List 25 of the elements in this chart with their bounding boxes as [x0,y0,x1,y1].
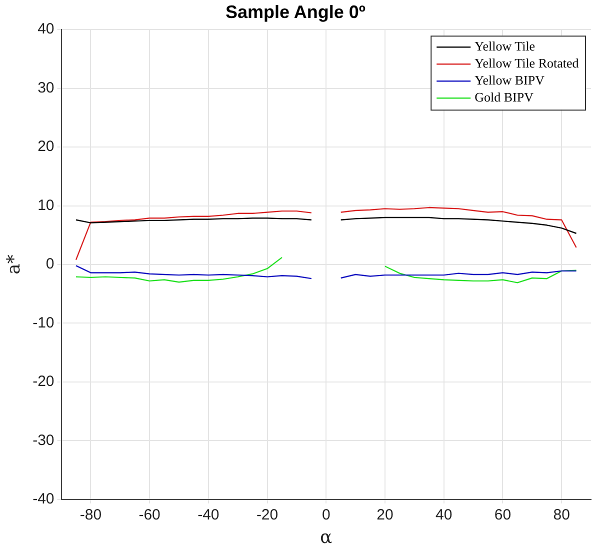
y-tick-label: -30 [32,432,54,449]
x-axis-title: α [320,526,332,548]
x-tick-label: -20 [256,506,278,524]
y-tick-label: -40 [32,490,54,508]
x-tick-label: -40 [198,506,220,524]
y-tick-label: 10 [38,196,54,214]
legend-label: Yellow Tile [474,38,536,54]
legend-label: Yellow BIPV [474,72,546,88]
x-tick-label: -80 [80,506,102,524]
y-axis-title: a* [3,254,24,274]
y-tick-label: 40 [38,20,54,38]
x-tick-label: 20 [376,506,394,524]
y-tick-label: 20 [38,138,54,156]
x-tick-label: 60 [494,506,512,524]
y-tick-label: 30 [38,79,54,96]
legend-label: Yellow Tile Rotated [474,56,580,71]
x-tick-label: 80 [553,506,570,524]
y-tick-label: -10 [32,314,54,332]
chart-title: Sample Angle 0º [226,2,366,22]
x-tick-label: 40 [436,506,452,524]
x-tick-label: 0 [322,506,330,524]
x-tick-label: -60 [138,506,160,524]
legend-label: Gold BIPV [474,90,534,105]
y-tick-label: 0 [46,256,54,273]
y-tick-label: -20 [32,373,54,390]
